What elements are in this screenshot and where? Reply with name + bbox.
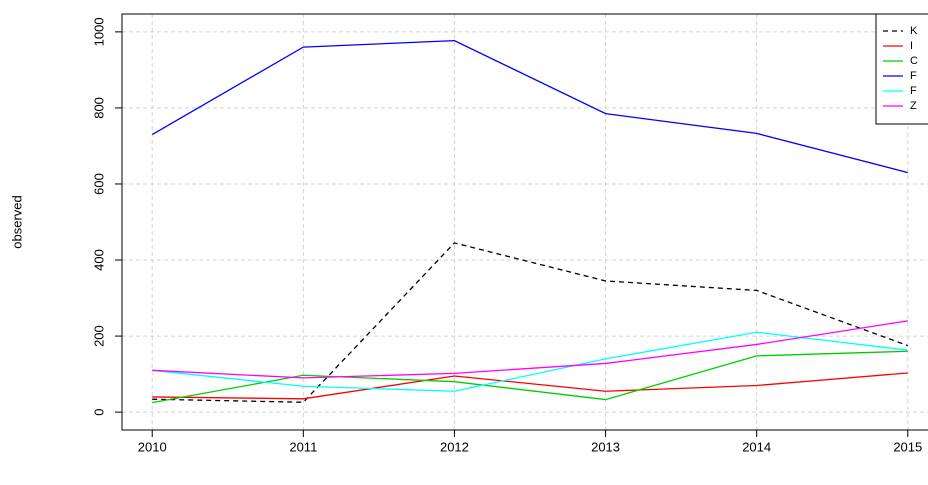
legend-label: F bbox=[910, 85, 917, 97]
y-tick-label: 200 bbox=[91, 325, 106, 347]
series-line bbox=[152, 350, 908, 404]
legend-label: Z bbox=[910, 100, 917, 112]
legend-label: I bbox=[910, 40, 913, 52]
y-axis-label: observed bbox=[9, 195, 24, 248]
legend-label: K bbox=[910, 25, 918, 37]
legend-label: C bbox=[910, 55, 918, 67]
series-line bbox=[152, 331, 908, 392]
series-line bbox=[152, 320, 908, 379]
x-tick-label: 2015 bbox=[893, 439, 922, 454]
y-tick-label: 1000 bbox=[91, 17, 106, 46]
series-line bbox=[152, 242, 909, 403]
plot-frame bbox=[121, 13, 928, 431]
x-tick-label: 2014 bbox=[742, 439, 771, 454]
y-tick-label: 800 bbox=[91, 97, 106, 119]
y-tick-label: 600 bbox=[91, 173, 106, 195]
legend-label: F bbox=[910, 70, 917, 82]
y-tick-label: 400 bbox=[91, 249, 106, 271]
x-tick-label: 2013 bbox=[591, 439, 620, 454]
x-tick-label: 2011 bbox=[289, 439, 317, 454]
series-line bbox=[151, 39, 908, 174]
series-line bbox=[152, 372, 908, 400]
y-tick-label: 0 bbox=[91, 409, 106, 416]
x-tick-label: 2012 bbox=[440, 439, 469, 454]
x-tick-label: 2010 bbox=[138, 439, 167, 454]
